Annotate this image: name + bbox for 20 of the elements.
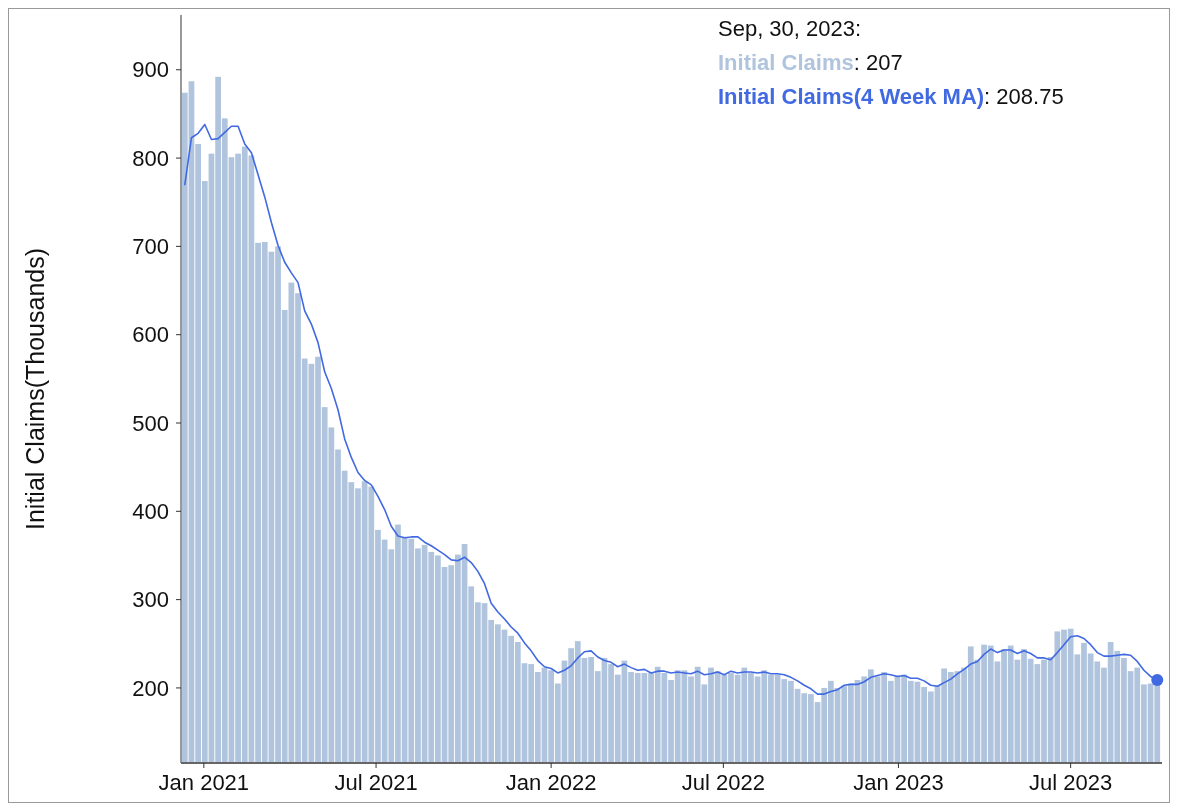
- x-tick-label: Jul 2022: [681, 770, 765, 795]
- x-tick-label: Jan 2021: [158, 770, 250, 795]
- annotation: Sep, 30, 2023:: [718, 16, 862, 41]
- y-tick-label: 500: [132, 410, 169, 436]
- x-tick-label: Jul 2021: [334, 770, 418, 795]
- y-axis-title: Initial Claims(Thousands): [21, 247, 49, 531]
- y-tick-label: 600: [132, 322, 169, 348]
- x-tick-label: Jan 2022: [505, 770, 597, 795]
- y-tick-label: 200: [132, 675, 169, 701]
- text: Initial Claims: [718, 50, 854, 75]
- annotation: : 207: [853, 50, 903, 75]
- y-tick-label: 300: [132, 587, 169, 613]
- y-tick-label: 700: [132, 234, 169, 260]
- y-tick-label: 400: [132, 499, 169, 525]
- x-tick-label: Jul 2023: [1029, 770, 1113, 795]
- annotation: : 208.75: [984, 84, 1064, 109]
- text: Initial Claims(4 Week MA): [718, 84, 985, 109]
- y-tick-label: 900: [132, 57, 169, 83]
- y-tick-label: 800: [132, 145, 169, 171]
- x-tick-label: Jan 2023: [853, 770, 944, 795]
